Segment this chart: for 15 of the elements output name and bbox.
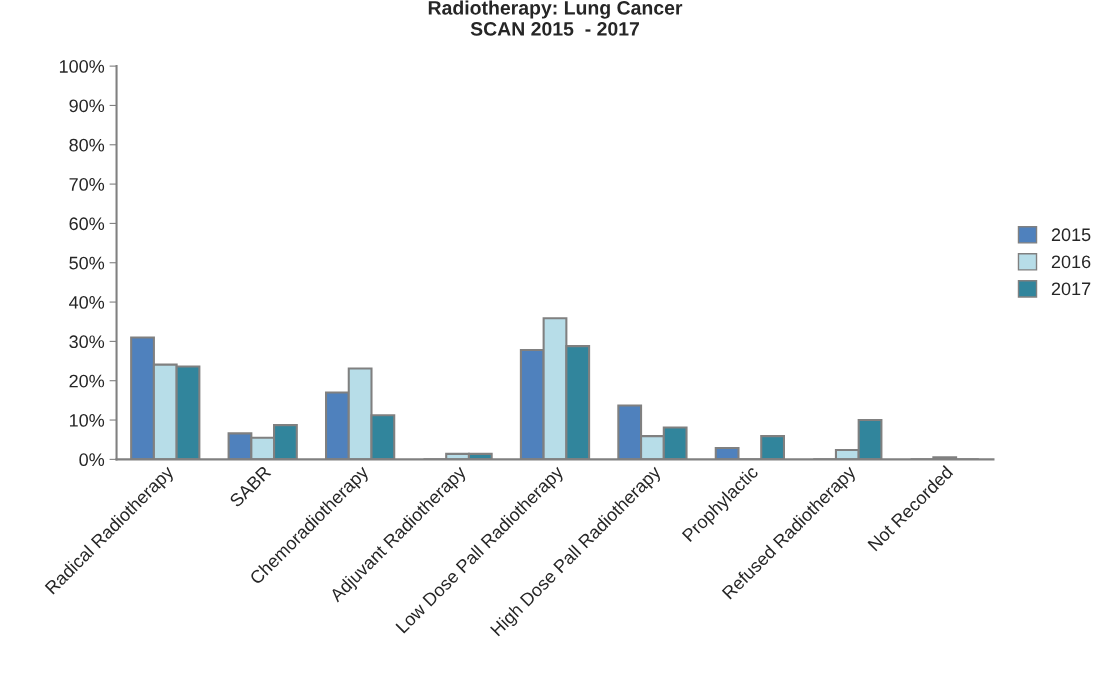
- y-tick-label: 30%: [69, 335, 105, 349]
- y-tick-label: 20%: [69, 374, 105, 388]
- y-tick-label: 10%: [69, 413, 105, 427]
- chart-title: Radiotherapy: Lung Cancer SCAN 2015 - 2017: [428, 0, 683, 36]
- y-tick-label: 50%: [69, 256, 105, 270]
- y-tick-label: 0%: [79, 453, 105, 467]
- legend-label: 2015: [1051, 228, 1091, 242]
- y-tick-label: 40%: [69, 296, 105, 309]
- y-tick-label: 70%: [69, 178, 105, 191]
- y-tick-label: 90%: [69, 99, 105, 113]
- legend-label: 2017: [1051, 282, 1091, 296]
- y-tick-label: 60%: [69, 217, 105, 231]
- legend-label: 2016: [1051, 255, 1091, 269]
- y-tick-label: 100%: [59, 60, 105, 73]
- y-tick-label: 80%: [69, 138, 105, 152]
